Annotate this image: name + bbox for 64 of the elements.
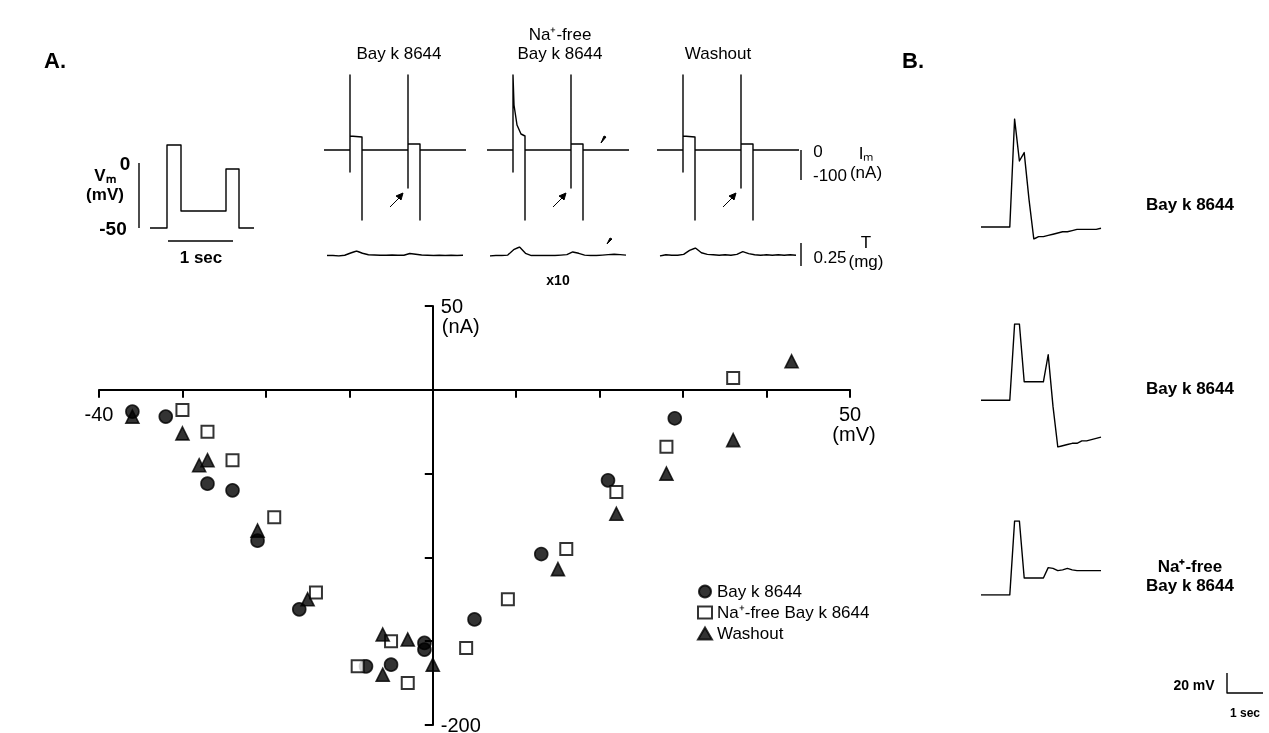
legend-label: Bay k 8644: [717, 582, 803, 601]
point: [726, 371, 741, 386]
point: [200, 476, 215, 491]
point: [200, 424, 215, 439]
point: [467, 612, 482, 627]
point: [459, 640, 474, 655]
point: [350, 659, 365, 674]
text: 20 mV: [1173, 675, 1215, 695]
point: [375, 627, 391, 642]
point: [609, 506, 624, 522]
point: [250, 523, 265, 538]
point: [158, 409, 174, 424]
x-tick-label: -40: [84, 402, 114, 425]
text: Iₘ (nA): [849, 144, 883, 182]
point: [200, 452, 215, 468]
y-tick-label: -200: [440, 713, 481, 733]
point: [417, 642, 432, 657]
text: Washout: [684, 43, 752, 63]
point: [609, 485, 624, 500]
point: [600, 473, 616, 488]
point: [300, 592, 315, 607]
text: B.: [902, 47, 924, 73]
point: [559, 542, 574, 557]
point: [659, 466, 674, 481]
point: [175, 402, 190, 417]
text: 1 sec: [1229, 704, 1261, 722]
text: Na⁺-free Bay k 8644: [1145, 557, 1235, 595]
text: Bay k 8644: [356, 43, 442, 63]
point: [175, 426, 190, 441]
legend-label: Washout: [717, 624, 784, 643]
point: [291, 602, 307, 617]
point: [225, 453, 240, 468]
point: [308, 585, 323, 600]
text: -100: [812, 165, 848, 185]
point: [784, 354, 799, 369]
point: [400, 632, 416, 647]
text: -50: [99, 217, 127, 239]
text: 1 sec: [179, 247, 223, 267]
point: [191, 457, 207, 473]
point: [533, 546, 549, 562]
text: Bay k 8644: [1146, 194, 1234, 214]
legend-label: Na⁺-free Bay k 8644: [717, 603, 870, 622]
text: T (mg): [847, 233, 885, 271]
point: [267, 510, 282, 525]
point: [425, 657, 441, 672]
point: [125, 409, 140, 424]
point: [383, 657, 399, 672]
text: Bay k 8644: [1146, 378, 1234, 398]
point: [400, 676, 415, 691]
point: [659, 439, 674, 454]
point: [725, 432, 741, 448]
y-axis-title: (nA): [441, 314, 480, 337]
point: [500, 592, 515, 607]
text: Na⁺-free Bay k 8644: [516, 25, 604, 63]
text: 0.25: [813, 247, 847, 267]
x-axis-title: (mV): [832, 422, 876, 445]
point: [550, 561, 566, 577]
text: A.: [44, 47, 66, 73]
point: [225, 483, 240, 498]
text: 0: [119, 152, 131, 174]
text: x10: [546, 270, 570, 290]
point: [375, 667, 391, 683]
point: [667, 411, 683, 426]
text: 0: [813, 141, 823, 161]
